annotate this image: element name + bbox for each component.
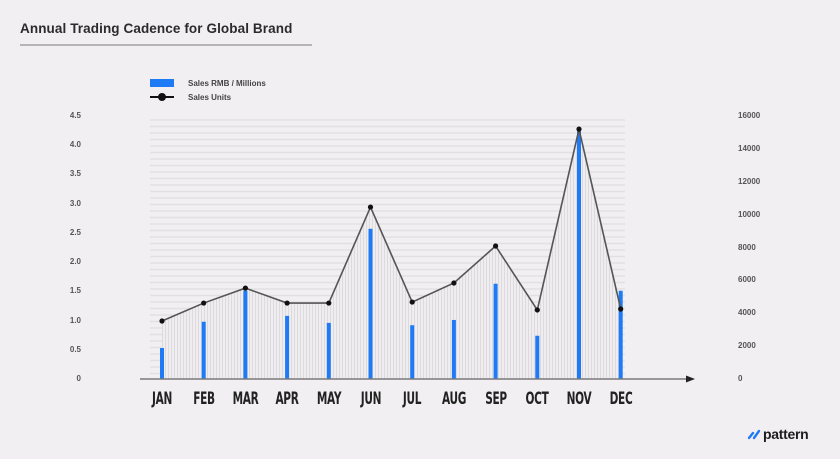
chart-title: Annual Trading Cadence for Global Brand	[20, 21, 293, 36]
pattern-logo-icon	[747, 429, 761, 440]
bar-jul	[410, 325, 415, 379]
sales-units-points	[159, 126, 624, 324]
sales-units-line	[161, 128, 622, 322]
bar-feb	[201, 321, 206, 379]
month-label-apr: APR	[275, 389, 299, 409]
right-tick: 14000	[738, 143, 761, 153]
point-may	[326, 300, 332, 306]
left-tick: 0.5	[69, 344, 81, 354]
month-label-sep: SEP	[484, 389, 507, 409]
point-jun	[367, 204, 374, 210]
point-mar	[242, 285, 248, 291]
bar-nov	[577, 131, 581, 379]
right-tick: 6000	[738, 275, 756, 285]
units-area-fill	[162, 129, 621, 379]
point-jan	[159, 318, 165, 324]
right-tick: 0	[738, 374, 743, 383]
month-label-aug: AUG	[441, 389, 466, 409]
bar-oct	[535, 335, 540, 379]
legend-item-sales-rmb: Sales RMB / Millions	[150, 76, 266, 90]
month-label-dec: DEC	[609, 389, 633, 409]
bar-dec	[618, 290, 623, 379]
point-apr	[284, 300, 290, 306]
logo-text: pattern	[763, 426, 809, 442]
point-nov	[576, 126, 582, 132]
right-tick: 10000	[738, 209, 761, 219]
right-tick: 12000	[738, 176, 761, 186]
bar-jun	[368, 228, 373, 379]
point-aug	[451, 280, 457, 286]
month-label-jan: JAN	[152, 389, 172, 409]
pattern-logo: pattern	[747, 426, 809, 442]
legend-label-sales-units: Sales Units	[188, 92, 232, 102]
left-tick: 1.0	[69, 315, 81, 325]
title-underline	[20, 44, 312, 46]
left-tick: 2.5	[69, 227, 81, 237]
x-axis-arrow-icon	[686, 375, 695, 383]
bar-aug	[451, 319, 456, 379]
right-tick: 2000	[738, 341, 756, 351]
left-tick: 1.5	[69, 286, 81, 296]
month-label-may: MAY	[316, 389, 342, 409]
point-dec	[618, 306, 624, 312]
left-tick: 4.0	[69, 140, 81, 150]
month-label-mar: MAR	[232, 389, 259, 409]
bar-apr	[285, 315, 290, 379]
month-label-oct: OCT	[525, 389, 549, 409]
point-sep	[493, 243, 499, 249]
legend-label-sales-rmb: Sales RMB / Millions	[188, 78, 266, 88]
month-label-nov: NOV	[566, 389, 592, 409]
point-feb	[201, 300, 207, 306]
left-tick: 3.0	[69, 198, 81, 208]
month-label-feb: FEB	[192, 389, 215, 409]
line-marker-icon	[150, 93, 174, 101]
right-tick: 16000	[738, 111, 761, 120]
bar-may	[326, 322, 331, 379]
left-tick: 0	[76, 374, 81, 383]
bar-mar	[243, 290, 248, 379]
right-tick: 4000	[738, 308, 756, 318]
left-tick: 4.5	[69, 111, 81, 120]
point-jul	[409, 299, 415, 305]
month-label-jul: JUL	[403, 389, 422, 409]
month-label-jun: JUN	[360, 389, 381, 409]
sales-rmb-bars	[160, 131, 623, 379]
point-oct	[534, 307, 540, 313]
bar-swatch-icon	[150, 79, 174, 87]
bar-jan	[160, 348, 164, 379]
bar-sep	[493, 283, 498, 379]
left-tick: 2.0	[69, 257, 81, 267]
legend: Sales RMB / Millions Sales Units	[150, 76, 266, 104]
right-tick: 8000	[738, 242, 756, 252]
left-tick: 3.5	[69, 169, 81, 179]
legend-item-sales-units: Sales Units	[150, 90, 266, 104]
